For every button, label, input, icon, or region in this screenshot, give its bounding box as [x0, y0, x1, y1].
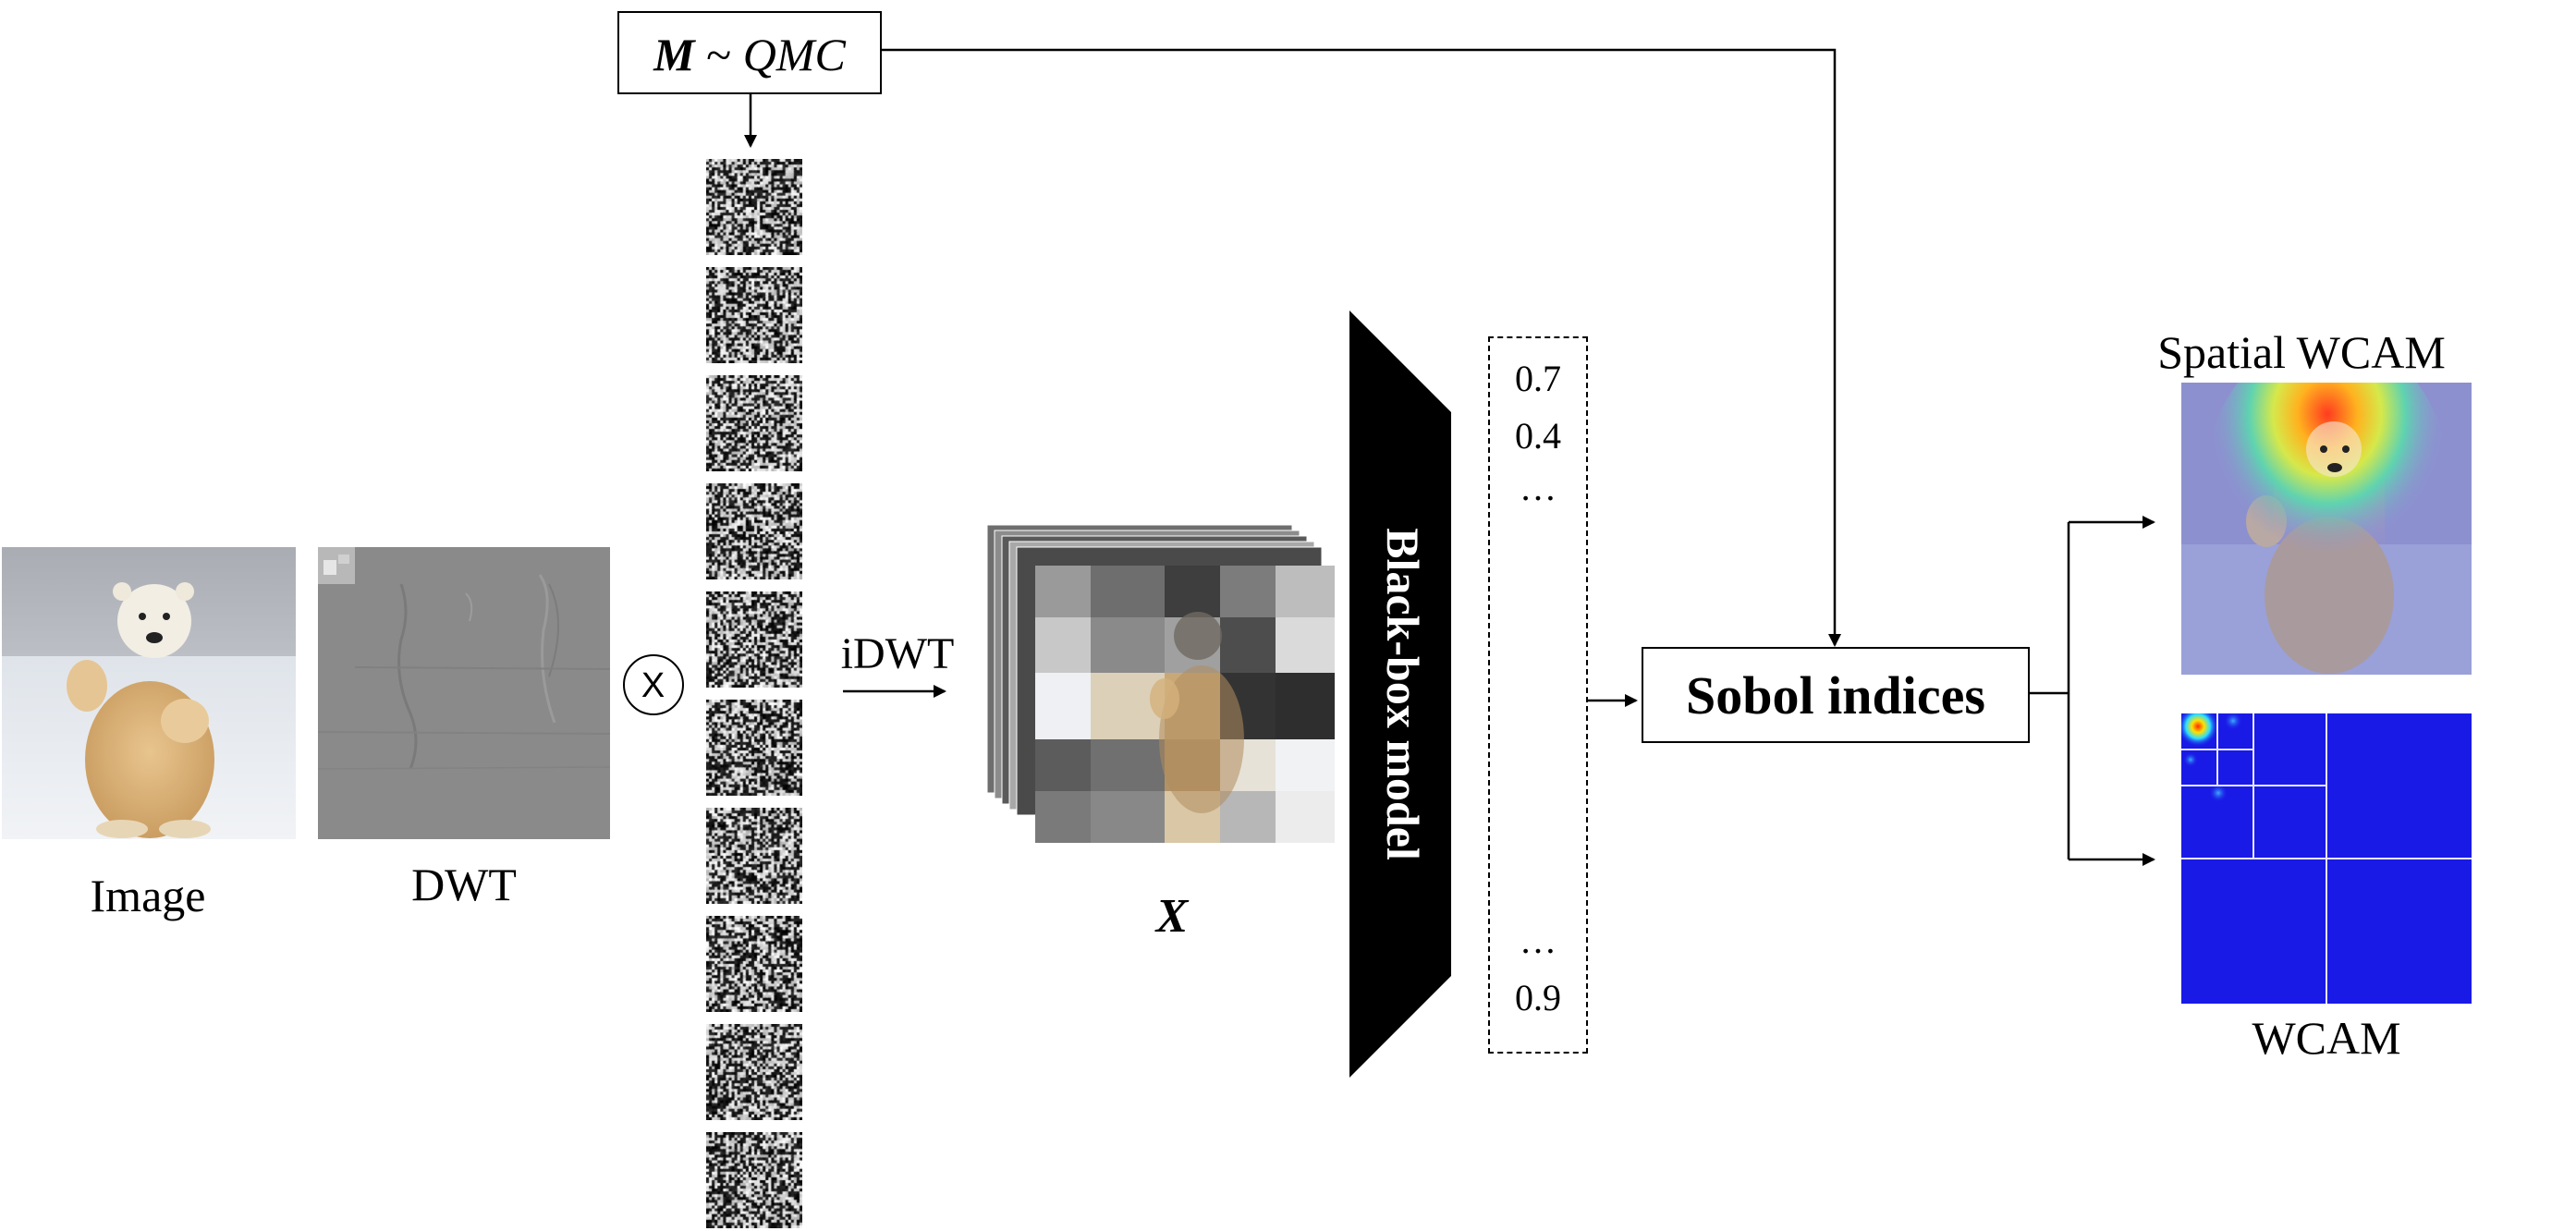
output-scores-box: 0.7 0.4 … … 0.9	[1488, 336, 1588, 1054]
output-ellipsis: …	[1520, 467, 1557, 508]
wcam-image	[2181, 713, 2472, 1004]
mask-symbol: M	[653, 29, 695, 80]
dwt-label: DWT	[411, 859, 517, 910]
mask-tilde: ~	[694, 29, 743, 80]
idwt-label: iDWT	[840, 629, 955, 678]
noise-masks	[706, 159, 802, 1231]
noise-mask	[706, 1132, 802, 1228]
output-value: 0.9	[1515, 977, 1561, 1018]
wcam-label: WCAM	[2252, 1012, 2401, 1064]
noise-mask	[706, 808, 802, 904]
image-label: Image	[90, 870, 206, 921]
perturbed-stack	[983, 518, 1335, 869]
noise-mask	[706, 483, 802, 579]
output-ellipsis: …	[1520, 920, 1557, 961]
model-label: Black-box model	[1377, 528, 1429, 860]
input-image	[2, 547, 296, 839]
output-value: 0.4	[1515, 415, 1561, 457]
sobol-indices-box: Sobol indices	[1642, 647, 2030, 743]
noise-mask	[706, 1024, 802, 1120]
spatial-wcam-label: Spatial WCAM	[2157, 326, 2446, 378]
spatial-wcam-image	[2181, 383, 2472, 675]
mask-qmc: QMC	[742, 29, 846, 80]
noise-mask	[706, 700, 802, 796]
x-tensor-label: X	[1135, 893, 1209, 941]
output-value: 0.7	[1515, 358, 1561, 399]
noise-mask	[706, 267, 802, 363]
noise-mask	[706, 591, 802, 688]
multiply-label: X	[641, 666, 665, 705]
black-box-model: Black-box model	[1349, 311, 1455, 1078]
mask-box-text: M ~ QMC	[619, 31, 880, 78]
stack-front-layer	[1035, 566, 1335, 843]
x-tensor-symbol: X	[1155, 890, 1189, 943]
mask-box: M ~ QMC	[617, 11, 882, 94]
sobol-label: Sobol indices	[1686, 665, 1985, 725]
noise-mask	[706, 916, 802, 1012]
noise-mask	[706, 159, 802, 255]
arrow-mask-to-sobol	[880, 48, 1841, 647]
dwt-image	[318, 547, 610, 839]
multiply-icon: X	[623, 654, 684, 715]
noise-mask	[706, 375, 802, 471]
